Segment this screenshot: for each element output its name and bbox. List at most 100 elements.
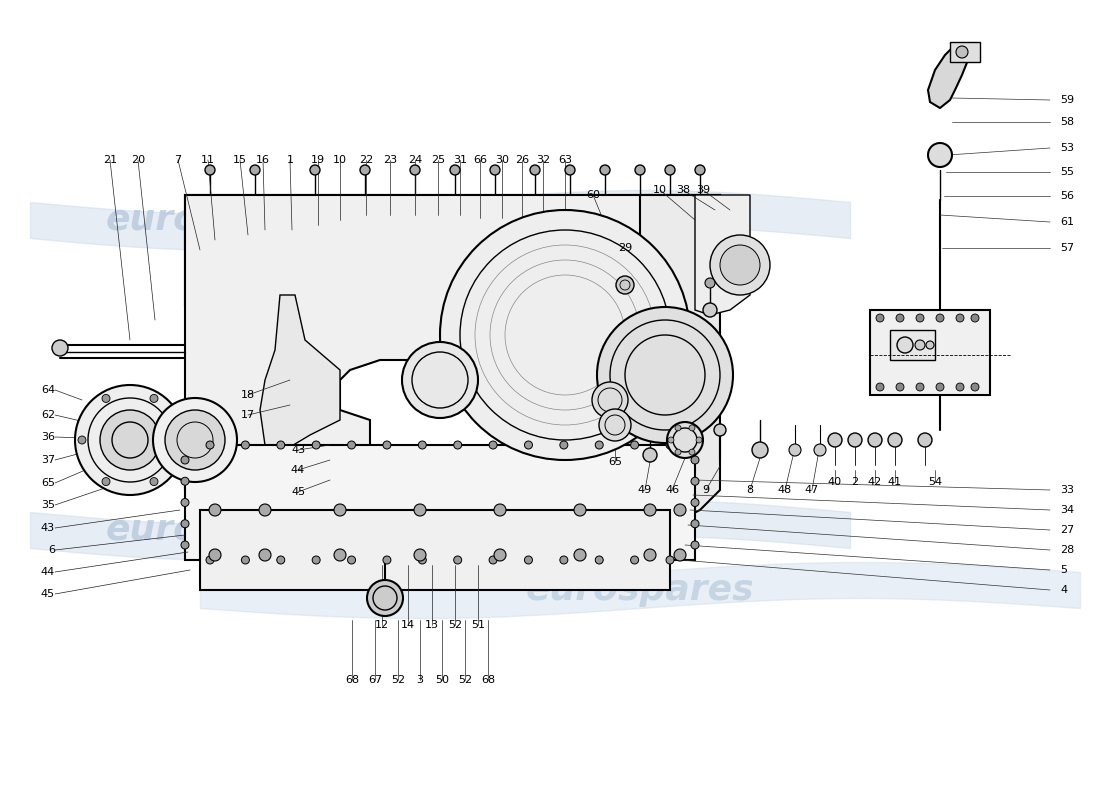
Circle shape xyxy=(360,165,370,175)
Circle shape xyxy=(165,410,226,470)
Circle shape xyxy=(667,422,703,458)
Text: 21: 21 xyxy=(103,155,117,165)
Polygon shape xyxy=(695,195,750,315)
Text: 68: 68 xyxy=(345,675,359,685)
Text: 10: 10 xyxy=(653,185,667,195)
Text: 50: 50 xyxy=(434,675,449,685)
Text: 52: 52 xyxy=(458,675,472,685)
Circle shape xyxy=(348,556,355,564)
Text: eurospares: eurospares xyxy=(416,203,645,237)
Text: 31: 31 xyxy=(453,155,468,165)
Text: 66: 66 xyxy=(473,155,487,165)
Circle shape xyxy=(691,520,698,528)
Text: 37: 37 xyxy=(41,455,55,465)
Text: 52: 52 xyxy=(390,675,405,685)
Circle shape xyxy=(956,46,968,58)
Circle shape xyxy=(789,444,801,456)
Circle shape xyxy=(691,478,698,486)
Text: 54: 54 xyxy=(928,477,942,487)
Circle shape xyxy=(277,441,285,449)
Text: 65: 65 xyxy=(608,457,622,467)
Text: 25: 25 xyxy=(431,155,446,165)
Text: eurospares: eurospares xyxy=(106,513,334,547)
Text: 47: 47 xyxy=(805,485,820,495)
Circle shape xyxy=(334,504,346,516)
Circle shape xyxy=(560,441,568,449)
Text: 18: 18 xyxy=(241,390,255,400)
Circle shape xyxy=(916,383,924,391)
Circle shape xyxy=(241,441,250,449)
Text: 33: 33 xyxy=(1060,485,1074,495)
Text: 22: 22 xyxy=(359,155,373,165)
Circle shape xyxy=(868,433,882,447)
Circle shape xyxy=(666,556,674,564)
Text: 28: 28 xyxy=(1060,545,1075,555)
Circle shape xyxy=(383,556,390,564)
Text: 26: 26 xyxy=(515,155,529,165)
Circle shape xyxy=(525,441,532,449)
Circle shape xyxy=(696,437,702,443)
Text: eurospares: eurospares xyxy=(416,513,645,547)
Circle shape xyxy=(450,165,460,175)
Circle shape xyxy=(705,278,715,288)
Text: 30: 30 xyxy=(495,155,509,165)
Circle shape xyxy=(956,383,964,391)
Text: 12: 12 xyxy=(375,620,389,630)
Text: 49: 49 xyxy=(638,485,652,495)
Polygon shape xyxy=(615,195,720,525)
Circle shape xyxy=(78,436,86,444)
Circle shape xyxy=(666,441,674,449)
Circle shape xyxy=(414,504,426,516)
Circle shape xyxy=(241,556,250,564)
Circle shape xyxy=(928,143,952,167)
Circle shape xyxy=(182,498,189,506)
Circle shape xyxy=(896,314,904,322)
Bar xyxy=(890,330,935,360)
Circle shape xyxy=(630,441,639,449)
Text: 46: 46 xyxy=(664,485,679,495)
Circle shape xyxy=(916,314,924,322)
Circle shape xyxy=(918,433,932,447)
Text: 32: 32 xyxy=(536,155,550,165)
Circle shape xyxy=(888,433,902,447)
Text: eurospares: eurospares xyxy=(106,203,334,237)
Circle shape xyxy=(720,245,760,285)
Circle shape xyxy=(689,425,695,431)
Text: 16: 16 xyxy=(256,155,270,165)
Text: 60: 60 xyxy=(586,190,600,200)
Circle shape xyxy=(182,520,189,528)
Circle shape xyxy=(915,340,925,350)
Polygon shape xyxy=(928,45,968,108)
Circle shape xyxy=(525,556,532,564)
Text: 53: 53 xyxy=(1060,143,1074,153)
Circle shape xyxy=(383,441,390,449)
Circle shape xyxy=(52,340,68,356)
Circle shape xyxy=(936,314,944,322)
Polygon shape xyxy=(260,295,340,450)
Text: 57: 57 xyxy=(1060,243,1074,253)
Text: 45: 45 xyxy=(41,589,55,599)
Circle shape xyxy=(453,441,462,449)
Text: 62: 62 xyxy=(41,410,55,420)
Text: 44: 44 xyxy=(290,465,305,475)
Circle shape xyxy=(644,549,656,561)
Circle shape xyxy=(312,441,320,449)
Circle shape xyxy=(691,456,698,464)
Text: 13: 13 xyxy=(425,620,439,630)
Circle shape xyxy=(206,441,214,449)
Text: 17: 17 xyxy=(241,410,255,420)
Circle shape xyxy=(402,342,478,418)
Circle shape xyxy=(310,165,320,175)
Text: 10: 10 xyxy=(333,155,346,165)
Circle shape xyxy=(490,556,497,564)
Text: 27: 27 xyxy=(1060,525,1075,535)
Circle shape xyxy=(848,433,862,447)
Circle shape xyxy=(956,314,964,322)
Text: 41: 41 xyxy=(888,477,902,487)
Text: 8: 8 xyxy=(747,485,754,495)
Circle shape xyxy=(206,556,214,564)
Circle shape xyxy=(250,165,260,175)
Text: 20: 20 xyxy=(131,155,145,165)
Text: 44: 44 xyxy=(41,567,55,577)
Circle shape xyxy=(102,478,110,486)
